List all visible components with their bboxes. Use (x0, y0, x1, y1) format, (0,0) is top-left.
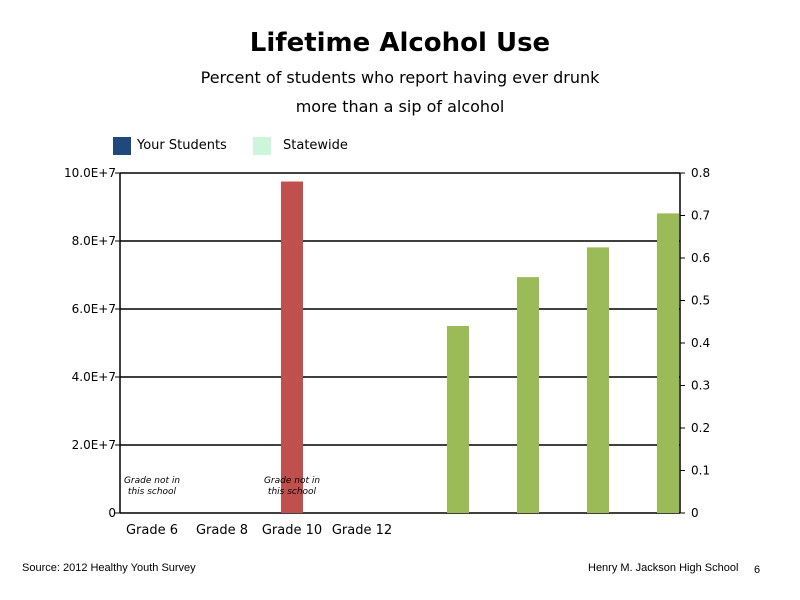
annotation-line-2: this school (268, 487, 317, 497)
left-axis-tick-label: 0 (108, 506, 116, 520)
annotation-line-1: Grade not in (264, 476, 320, 486)
bar-green (447, 326, 469, 513)
chart-subtitle-line-2: more than a sip of alcohol (295, 97, 505, 116)
annotation-line-2: this school (128, 487, 177, 497)
chart-subtitle-line-1: Percent of students who report having ev… (200, 68, 600, 87)
x-axis-category-label: Grade 8 (196, 523, 248, 538)
left-axis-tick-label: 4.0E+7 (72, 370, 116, 384)
legend-label-statewide: Statewide (283, 138, 348, 153)
school-name: Henry M. Jackson High School (588, 562, 739, 574)
x-axis-category-label: Grade 10 (262, 523, 322, 538)
legend-label-your-students: Your Students (137, 138, 227, 153)
left-axis-tick-label: 6.0E+7 (72, 302, 116, 316)
legend-swatch-your-students (113, 137, 131, 155)
right-axis-tick-label: 0.1 (691, 464, 710, 478)
right-axis-tick-label: 0.5 (691, 294, 710, 308)
x-axis-category-label: Grade 6 (126, 523, 178, 538)
chart-title: Lifetime Alcohol Use (249, 28, 551, 58)
bar-green (587, 247, 609, 513)
right-axis-tick-label: 0.6 (691, 251, 710, 265)
right-axis-tick-label: 0.2 (691, 421, 710, 435)
bar-green (517, 277, 539, 513)
right-axis-tick-label: 0.3 (691, 379, 710, 393)
right-axis-tick-label: 0.4 (691, 336, 710, 350)
right-axis-tick-label: 0.8 (691, 166, 710, 180)
legend-swatch-statewide (253, 137, 271, 155)
left-axis-tick-label: 2.0E+7 (72, 438, 116, 452)
right-axis-tick-label: 0 (691, 506, 699, 520)
left-axis-tick-label: 8.0E+7 (72, 234, 116, 248)
source-note: Source: 2012 Healthy Youth Survey (22, 562, 196, 574)
page-number: 6 (754, 564, 761, 576)
bar-red (281, 181, 303, 513)
x-axis-category-label: Grade 12 (332, 523, 392, 538)
left-axis-tick-label: 10.0E+7 (64, 166, 116, 180)
bar-chart: 0 2.0E+7 4.0E+7 6.0E+7 8.0E+7 10.0E+7 0 0.1 0.2 0… (64, 166, 710, 538)
bar-green (657, 213, 679, 513)
annotation-line-1: Grade not in (124, 476, 180, 486)
right-axis-tick-label: 0.7 (691, 209, 710, 223)
